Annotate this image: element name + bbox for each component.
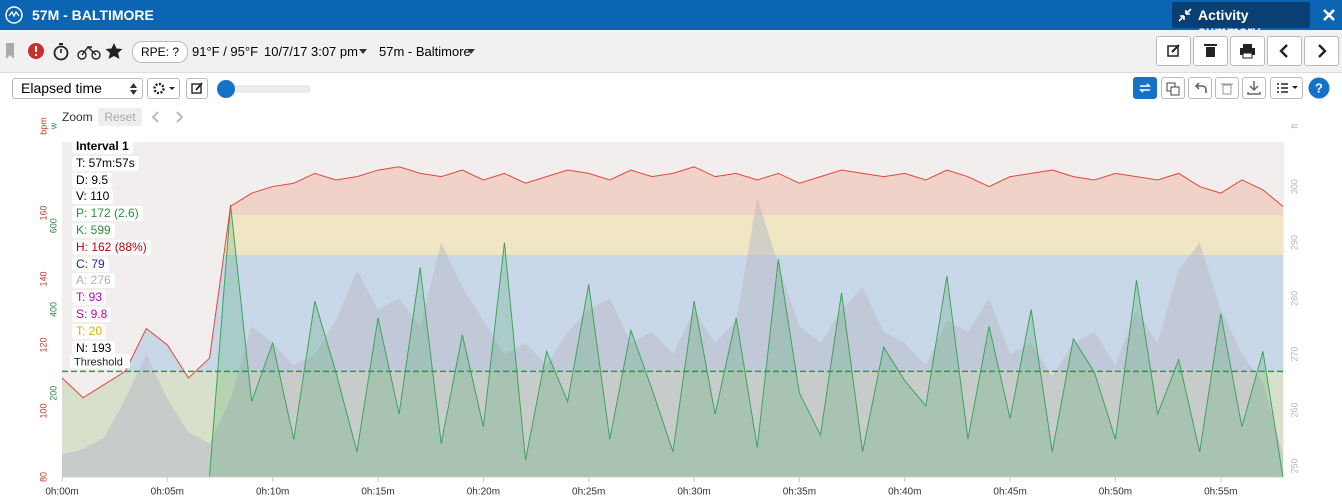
interval-stat: K: 599 xyxy=(72,223,115,238)
y-tick-label: 600 xyxy=(48,218,58,233)
interval-stat: D: 9.5 xyxy=(72,172,113,188)
interval-stat: H: 162 (88%) xyxy=(72,239,151,255)
y-tick-label: 270 xyxy=(1289,347,1299,362)
interval-stat: T: 57m:57s xyxy=(72,155,139,171)
zoom-arrows[interactable] xyxy=(150,110,185,124)
y-tick-label: 260 xyxy=(1289,402,1299,417)
x-tick-label: 0h:05m xyxy=(151,487,184,498)
x-tick-label: 0h:40m xyxy=(888,487,921,498)
date-caret xyxy=(359,49,367,54)
y-tick-label: 200 xyxy=(48,386,58,401)
y-tick-label: 290 xyxy=(1289,235,1299,250)
x-tick-label: 0h:50m xyxy=(1099,487,1132,498)
next-button[interactable] xyxy=(1304,36,1339,66)
interval-stat: S: 9.8 xyxy=(72,307,112,322)
y-axis-title: ft xyxy=(1289,123,1299,129)
interval-stat: P: 172 (2.6) xyxy=(72,206,143,222)
close-button[interactable] xyxy=(1322,8,1336,22)
date[interactable]: 10/7/17 3:07 pm xyxy=(264,44,358,59)
svg-text:?: ? xyxy=(1315,80,1323,95)
threshold-label-bg xyxy=(70,354,130,369)
edit-chart-button[interactable] xyxy=(186,78,208,99)
x-tick-label: 0h:35m xyxy=(783,487,816,498)
y-tick-label: 300 xyxy=(1289,179,1299,194)
y-axis-title: w xyxy=(48,122,58,130)
y-tick-label: 160 xyxy=(38,205,48,220)
x-mode-label: Elapsed time xyxy=(21,80,102,96)
copy-button[interactable] xyxy=(1161,77,1185,99)
y-tick-label: 100 xyxy=(38,403,48,418)
interval-stat: C: 79 xyxy=(72,256,109,272)
smoothing-slider[interactable] xyxy=(214,78,314,100)
x-tick-label: 0h:00m xyxy=(45,487,78,498)
x-mode-select[interactable]: Elapsed time xyxy=(12,78,143,99)
x-tick-label: 0h:20m xyxy=(467,487,500,498)
collapse-icon xyxy=(1178,8,1192,22)
prev-button[interactable] xyxy=(1267,36,1302,66)
chart: 0h:00m 0h:05m 0h:10m 0h:15m 0h:20m 0h:25m 0h:3… xyxy=(38,117,1299,498)
y-tick-label: 80 xyxy=(38,472,48,482)
interval-stat: A: 276 xyxy=(72,273,115,289)
y-tick-label: 120 xyxy=(38,337,48,352)
header: 57M - BALTIMORE Activity summary xyxy=(0,0,1342,39)
summary-button[interactable]: Activity summary xyxy=(1172,2,1310,39)
interval-stat: T: 93 xyxy=(72,290,107,306)
help-button[interactable]: ? xyxy=(1308,77,1330,99)
title: 57M - BALTIMORE xyxy=(32,7,154,23)
power-area xyxy=(62,204,1284,478)
elevation-area xyxy=(62,197,1283,477)
interval-stat: N: 193 xyxy=(72,340,116,356)
y-axis-title: bpm xyxy=(38,117,48,135)
x-tick-label: 0h:45m xyxy=(993,487,1026,498)
y-tick-label: 400 xyxy=(48,302,58,317)
workout-name[interactable]: 57m - Baltimore xyxy=(379,44,471,59)
x-tick-label: 0h:55m xyxy=(1204,487,1237,498)
workout-caret xyxy=(467,49,475,54)
interval-stat: Interval 1 xyxy=(72,139,133,154)
temperature: 91°F / 95°F xyxy=(192,44,259,59)
delete-button[interactable] xyxy=(1193,36,1228,66)
app-logo xyxy=(5,6,23,24)
interval-stat: V: 110 xyxy=(72,189,114,205)
threshold-label: Threshold xyxy=(74,356,123,368)
toolbar: RPE: ? 91°F / 95°F 10/7/17 3:07 pm 57m -… xyxy=(0,30,1342,73)
y-tick-label: 280 xyxy=(1289,291,1299,306)
sync-button[interactable] xyxy=(1133,77,1157,99)
reset-button[interactable]: Reset xyxy=(98,108,142,126)
settings-button[interactable] xyxy=(147,78,180,99)
x-tick-label: 0h:30m xyxy=(677,487,710,498)
x-tick-label: 0h:15m xyxy=(361,487,394,498)
interval-stat: T: 20 xyxy=(72,323,107,339)
series-menu-button[interactable] xyxy=(1270,77,1303,99)
edit-button[interactable] xyxy=(1156,36,1191,66)
hr-line xyxy=(61,166,1284,399)
zoom-label: Zoom xyxy=(62,110,93,124)
undo-button[interactable] xyxy=(1188,77,1212,99)
x-tick-label: 0h:25m xyxy=(572,487,605,498)
trash-button[interactable] xyxy=(1215,77,1239,99)
x-tick-label: 0h:10m xyxy=(256,487,289,498)
download-button[interactable] xyxy=(1242,77,1266,99)
rpe-pill[interactable]: RPE: ? xyxy=(132,41,189,63)
print-button[interactable] xyxy=(1230,36,1265,66)
y-tick-label: 140 xyxy=(38,271,48,286)
toolbar-icons[interactable] xyxy=(4,43,134,63)
y-tick-label: 250 xyxy=(1289,458,1299,473)
